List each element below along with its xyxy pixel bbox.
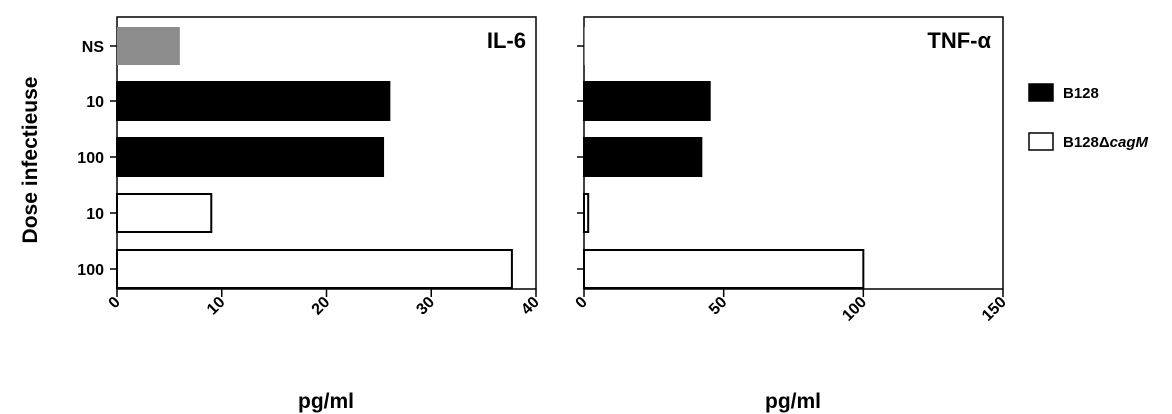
il6-panel: IL-6 pg/ml 0 10 20 30 40 (106, 16, 543, 413)
legend-swatch-b128 (1028, 83, 1054, 102)
il6-x-tick-label-4: 40 (518, 294, 543, 319)
y-axis-title: Dose infectieuse (19, 77, 42, 244)
tnf-x-tick-label-2: 100 (839, 294, 870, 325)
tnf-x-tick-label-1: 50 (706, 294, 731, 319)
il6-panel-title: IL-6 (487, 28, 526, 53)
tnf-x-tick-label-0: 0 (573, 294, 591, 312)
category-label-0: NS (82, 39, 105, 56)
il6-x-tick-label-1: 10 (204, 294, 229, 319)
il6-x-tick-label-3: 30 (413, 294, 438, 319)
tnf-x-tick-label-3: 150 (979, 294, 1010, 325)
tnf-bar-1 (583, 81, 711, 121)
legend-label-b128: B128 (1063, 85, 1099, 102)
legend: B128 B128ΔcagM (1028, 83, 1148, 151)
category-label-2: 100 (77, 150, 104, 167)
tnf-bar-2 (583, 137, 703, 177)
tnf-panel: TNF-α pg/ml 0 50 100 150 (573, 16, 1010, 413)
tnf-bar-3 (583, 193, 590, 233)
il6-x-axis-title: pg/ml (298, 390, 354, 413)
tnf-panel-title: TNF-α (927, 28, 991, 53)
category-label-4: 100 (77, 262, 104, 279)
tnf-bar-0 (584, 27, 585, 65)
il6-bar-4 (116, 249, 513, 289)
il6-bar-3 (116, 193, 213, 233)
il6-x-tick-label-0: 0 (106, 294, 124, 312)
il6-x-tick-label-2: 20 (309, 294, 334, 319)
il6-bar-1 (116, 81, 391, 121)
legend-label-b128-cagm: B128ΔcagM (1063, 134, 1148, 151)
tnf-x-axis-title: pg/ml (765, 390, 821, 413)
legend-swatch-b128-cagm (1028, 132, 1054, 151)
il6-bar-2 (116, 137, 385, 177)
il6-bar-0 (117, 27, 180, 65)
category-label-3: 10 (86, 206, 104, 223)
tnf-bar-4 (583, 249, 865, 289)
category-label-1: 10 (86, 94, 104, 111)
